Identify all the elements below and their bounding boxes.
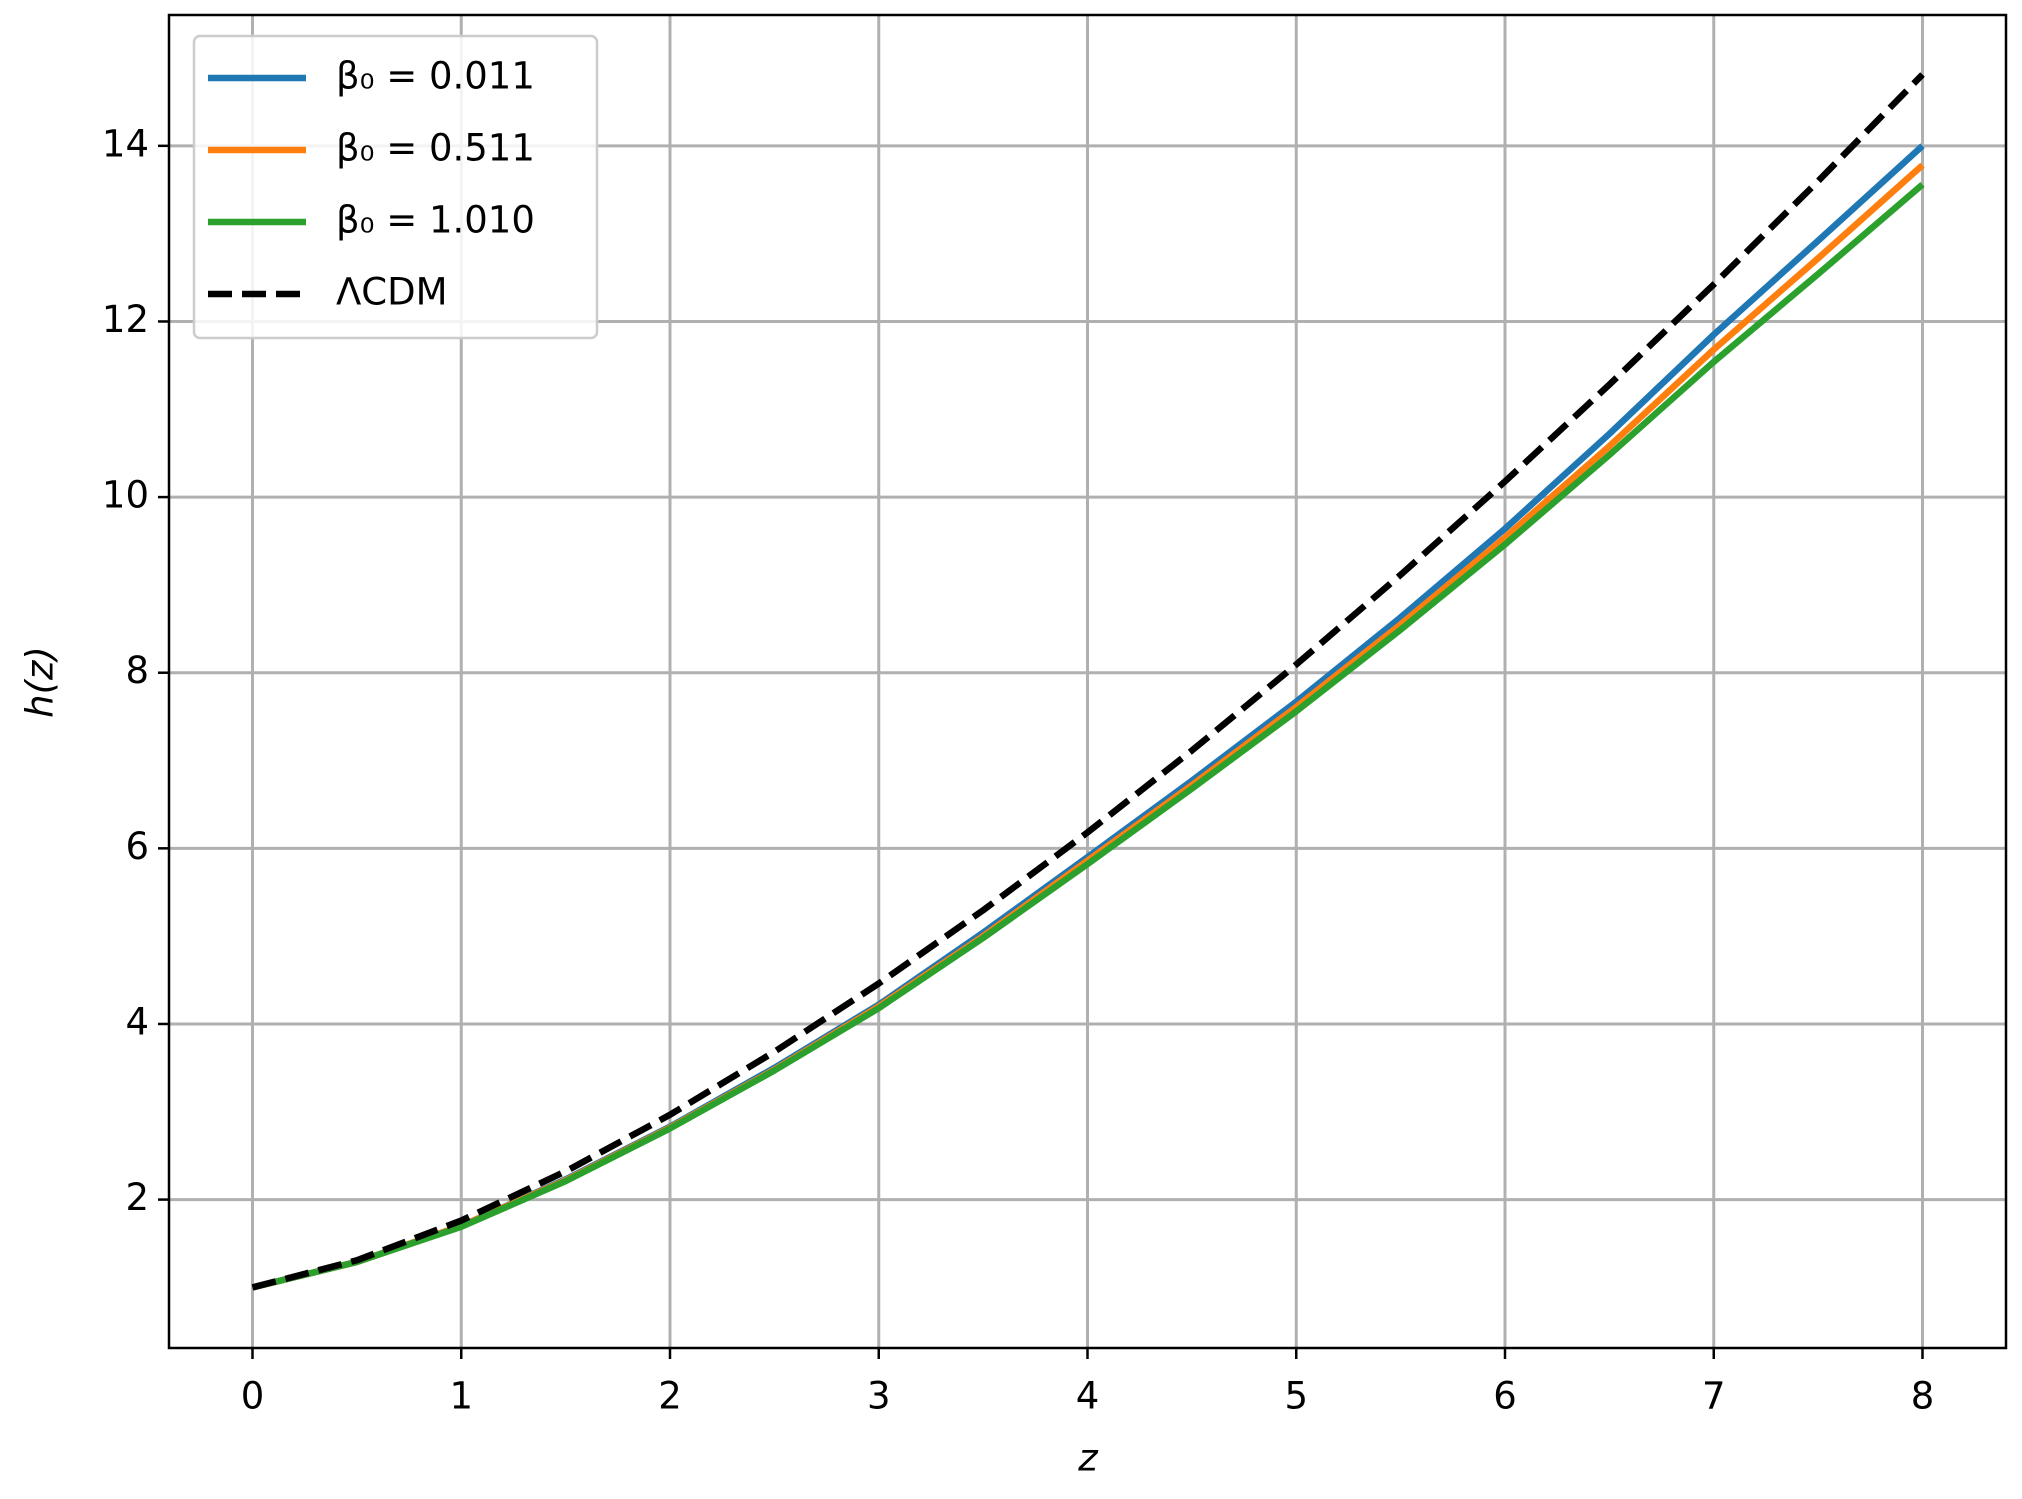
x-tick-label: 8	[1911, 1375, 1935, 1418]
y-tick-label: 12	[102, 298, 149, 341]
x-tick-label: 4	[1076, 1375, 1100, 1418]
y-axis-label: h(z)	[19, 646, 62, 718]
plot-frame	[167, 13, 2008, 1350]
y-tick-label: 4	[125, 1000, 149, 1043]
legend-label: β₀ = 0.511	[336, 127, 535, 170]
series-line	[251, 182, 1925, 1291]
y-tick-label: 10	[102, 474, 149, 517]
legend-label: β₀ = 0.011	[336, 55, 535, 98]
x-axis-label: z	[1077, 1437, 1099, 1480]
x-tick-label: 2	[658, 1375, 682, 1418]
series-line	[251, 72, 1925, 1291]
x-tick-label: 5	[1284, 1375, 1308, 1418]
x-tick-label: 1	[449, 1375, 473, 1418]
y-tick-label: 14	[102, 122, 149, 165]
x-tick-label: 6	[1493, 1375, 1517, 1418]
legend-box	[192, 34, 599, 340]
y-tick-label: 8	[125, 649, 149, 692]
y-tick-label: 6	[125, 825, 149, 868]
x-tick-label: 7	[1702, 1375, 1726, 1418]
legend-label: ΛCDM	[336, 271, 448, 314]
y-tick-label: 2	[125, 1176, 149, 1219]
x-tick-label: 0	[241, 1375, 265, 1418]
x-tick-label: 3	[867, 1375, 891, 1418]
legend-label: β₀ = 1.010	[336, 199, 535, 242]
